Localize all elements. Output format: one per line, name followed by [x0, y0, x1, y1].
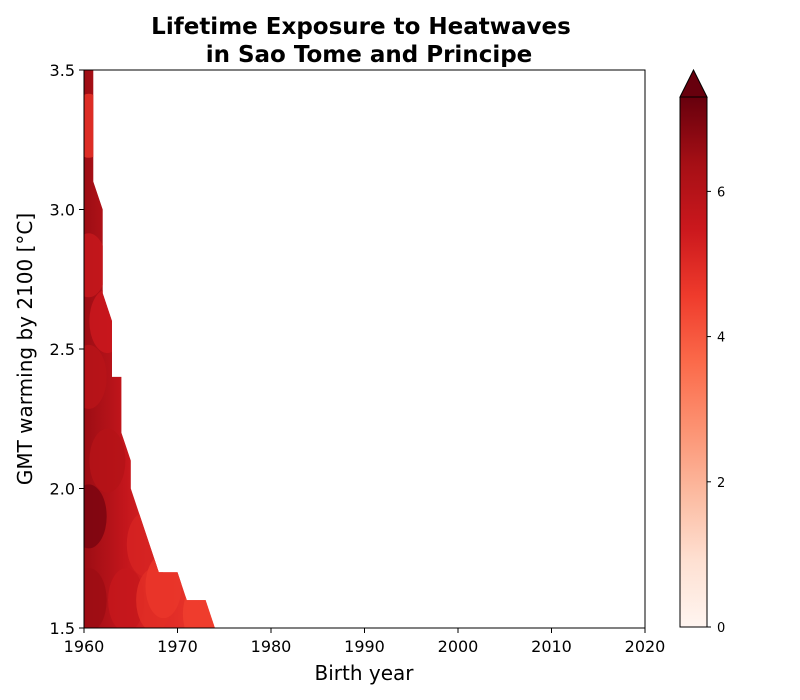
y-tick-label: 3.0 [50, 201, 75, 220]
x-tick-label: 2020 [625, 637, 666, 656]
colorbar-ticks: 0 2 4 6 [707, 185, 725, 636]
x-tick-label: 1960 [64, 637, 105, 656]
y-axis-label: GMT warming by 2100 [°C] [13, 213, 37, 485]
x-tick-label: 1980 [251, 637, 292, 656]
plot-background [84, 70, 645, 628]
colorbar-tick-label: 6 [717, 185, 725, 200]
heatmap-cell [84, 568, 107, 628]
x-tick-label: 2010 [531, 637, 572, 656]
x-tick-label: 1990 [344, 637, 385, 656]
x-axis-label: Birth year [315, 661, 415, 685]
colorbar-frame [679, 97, 708, 628]
colorbar-tick-label: 0 [717, 621, 725, 636]
x-tick-label: 2000 [438, 637, 479, 656]
y-tick-label: 2.5 [50, 340, 75, 359]
heatmap-cell [84, 344, 107, 409]
colorbar-tick-label: 4 [717, 331, 725, 346]
heatmap-cell [89, 428, 126, 493]
chart-title-line2: in Sao Tome and Principe [206, 42, 533, 68]
colorbar-extend-arrow [679, 68, 708, 98]
x-axis-ticks: 1960 1970 1980 1990 2000 2010 2020 [64, 628, 666, 656]
y-tick-label: 2.0 [50, 480, 75, 499]
y-tick-label: 1.5 [50, 619, 75, 638]
colorbar: 0 2 4 6 [679, 68, 725, 636]
colorbar-gradient [680, 97, 707, 627]
chart-title-line1: Lifetime Exposure to Heatwaves [151, 14, 571, 40]
y-tick-label: 3.5 [50, 61, 75, 80]
plot-area [83, 69, 646, 629]
heatmap-cell [84, 484, 107, 549]
y-axis-ticks: 1.5 2.0 2.5 3.0 3.5 [50, 61, 84, 638]
x-tick-label: 1970 [157, 637, 198, 656]
heatmap-cell [108, 568, 145, 628]
colorbar-tick-label: 2 [717, 476, 725, 491]
heatmap-cell [84, 233, 107, 298]
